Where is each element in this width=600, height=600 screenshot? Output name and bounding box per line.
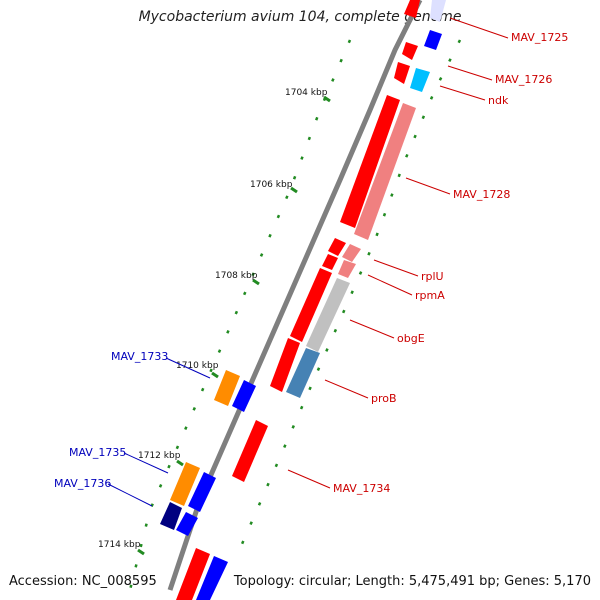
leader-line — [349, 319, 395, 339]
leader-line — [449, 17, 509, 39]
gene-labels-right: MAV_1725 MAV_1726 ndk MAV_1728 rplU rpmA… — [333, 31, 568, 495]
tick-label: 1704 kbp — [285, 88, 328, 98]
genome-backbone — [167, 0, 423, 591]
leader-line — [405, 177, 451, 195]
gene-mav1734[interactable] — [232, 420, 268, 482]
gene-mav1725-reverse[interactable] — [430, 0, 446, 22]
gene-obgE-grey[interactable] — [306, 278, 350, 352]
gene-bottom-red[interactable] — [176, 548, 210, 600]
leader-line — [123, 452, 169, 474]
gene-mav1733-orange[interactable] — [214, 370, 240, 406]
gene-proB-red[interactable] — [270, 338, 300, 392]
gene-labels-left: MAV_1733 MAV_1735 MAV_1736 — [54, 350, 168, 490]
tick-marks — [137, 95, 331, 556]
gene-mav1733-blue[interactable] — [232, 380, 256, 412]
inner-dotted-ring — [128, 39, 352, 591]
leader-line — [324, 379, 369, 399]
gene-rpmA[interactable] — [322, 254, 338, 270]
gene-mav1728-red[interactable] — [340, 95, 400, 228]
tick-label: 1708 kbp — [215, 271, 258, 281]
gene-label[interactable]: MAV_1736 — [54, 477, 111, 490]
tick-label: 1706 kbp — [250, 180, 293, 190]
leader-lines-left — [107, 357, 211, 507]
leader-line — [373, 259, 419, 277]
gene-label[interactable]: MAV_1726 — [495, 73, 552, 86]
gene-label[interactable]: MAV_1728 — [453, 188, 510, 201]
tick-mark — [211, 371, 219, 379]
gene-label[interactable]: MAV_1735 — [69, 446, 126, 459]
leader-line — [367, 274, 413, 296]
gene-label[interactable]: MAV_1725 — [511, 31, 568, 44]
gene-mav1736-blue[interactable] — [176, 512, 198, 536]
gene-ndk[interactable] — [410, 68, 430, 92]
gene-mav1736-navy[interactable] — [160, 502, 182, 530]
tick-labels: 1704 kbp 1706 kbp 1708 kbp 1710 kbp 1712… — [98, 88, 328, 550]
gene-mav1735-blue[interactable] — [188, 472, 216, 512]
gene-proB-steel[interactable] — [286, 348, 320, 398]
gene-rplU-pink[interactable] — [342, 244, 361, 262]
tick-label: 1710 kbp — [176, 361, 219, 371]
leader-line — [447, 65, 493, 81]
gene-mav1726[interactable] — [394, 62, 410, 84]
tick-mark — [252, 278, 260, 286]
gene-features — [160, 0, 446, 600]
gene-label[interactable]: MAV_1733 — [111, 350, 168, 363]
leader-line — [287, 469, 331, 489]
genome-summary-text: Topology: circular; Length: 5,475,491 bp… — [233, 574, 591, 589]
tick-mark — [323, 95, 331, 103]
gene-bottom-blue[interactable] — [196, 556, 228, 600]
gene-mav1725-forward[interactable] — [404, 0, 420, 18]
gene-label[interactable]: rplU — [421, 270, 444, 283]
gene-label[interactable]: MAV_1734 — [333, 482, 390, 495]
tick-mark — [290, 186, 298, 194]
gene-mav1725-red2[interactable] — [402, 42, 418, 60]
gene-label[interactable]: proB — [371, 392, 397, 405]
gene-mav1725-blue[interactable] — [424, 30, 442, 50]
gene-label[interactable]: rpmA — [415, 289, 445, 302]
leader-line — [107, 483, 153, 507]
gene-label[interactable]: obgE — [397, 332, 425, 345]
tick-label: 1712 kbp — [138, 451, 181, 461]
tick-mark — [176, 459, 184, 467]
gene-mav1728-pink[interactable] — [354, 103, 416, 240]
gene-label[interactable]: ndk — [488, 94, 509, 107]
leader-lines-right — [287, 17, 509, 489]
tick-mark — [137, 548, 145, 556]
gene-mav1735-orange[interactable] — [170, 462, 200, 506]
leader-line — [165, 357, 211, 379]
accession-text: Accession: NC_008595 — [9, 574, 157, 589]
outer-dotted-ring — [233, 39, 462, 561]
map-title: Mycobacterium avium 104, complete genome — [138, 9, 462, 25]
gene-rpmA-pink[interactable] — [338, 260, 356, 278]
leader-line — [439, 85, 486, 101]
gene-rplU[interactable] — [328, 238, 346, 256]
gene-obgE-red[interactable] — [290, 268, 332, 342]
tick-label: 1714 kbp — [98, 540, 141, 550]
